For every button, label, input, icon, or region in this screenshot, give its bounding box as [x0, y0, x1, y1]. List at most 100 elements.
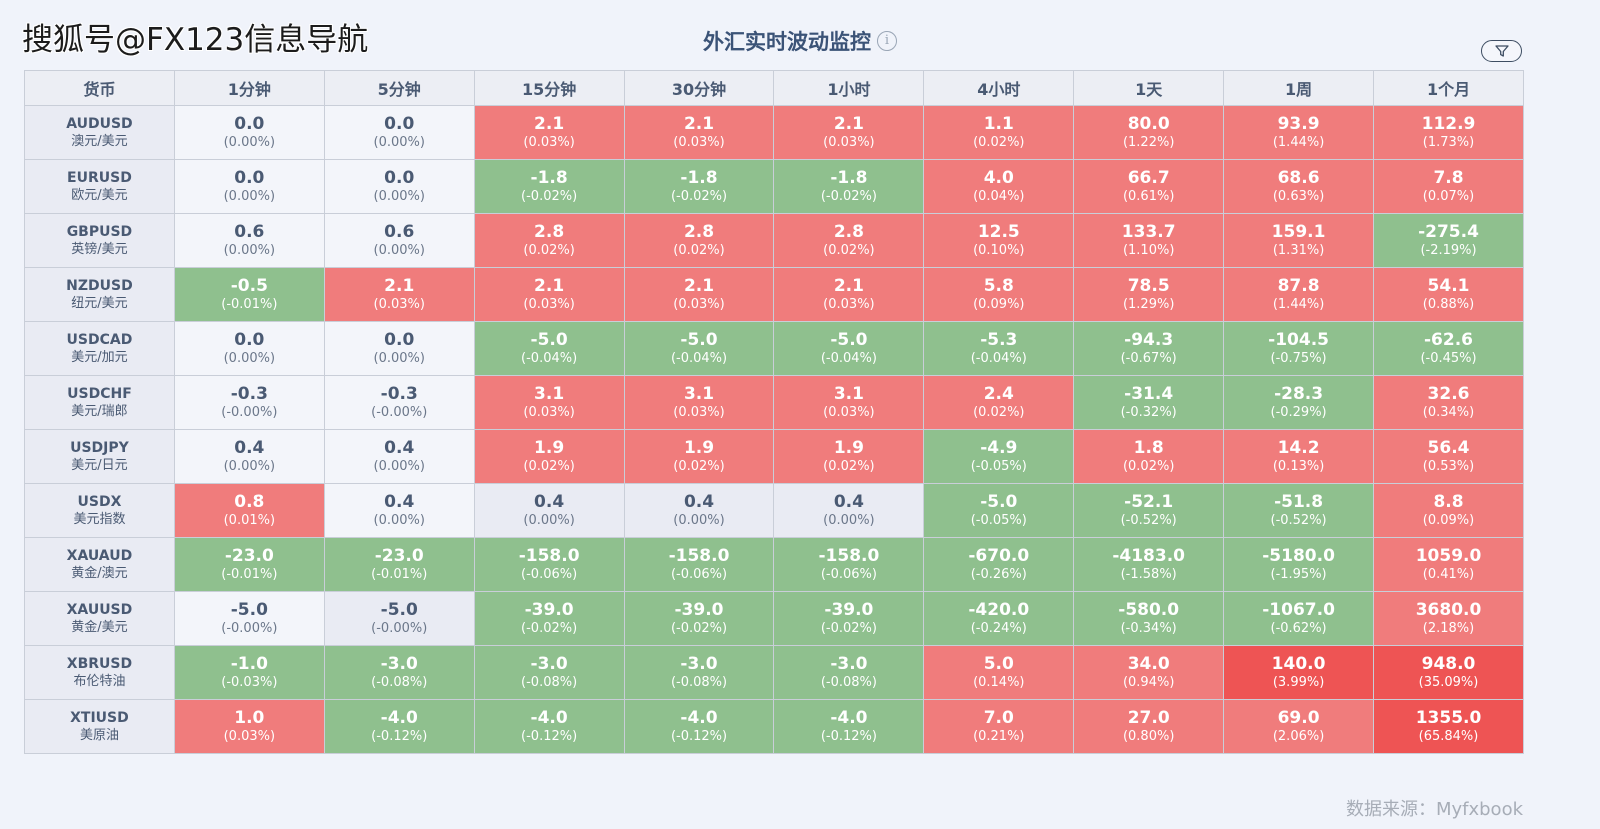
- header-currency[interactable]: 货币: [24, 70, 175, 106]
- percent-change-value: (-0.06%): [521, 566, 578, 582]
- pip-change-value: -62.6: [1424, 329, 1473, 350]
- percent-change-value: (0.03%): [823, 296, 875, 312]
- header-1hour[interactable]: 1小时: [773, 70, 925, 106]
- percent-change-value: (1.22%): [1122, 134, 1175, 150]
- header-1week[interactable]: 1周: [1223, 70, 1375, 106]
- page-title-wrap: 外汇实时波动监控 i: [0, 26, 1600, 56]
- volatility-cell: -158.0 (-0.06%): [623, 537, 775, 592]
- volatility-cell: 2.1 (0.03%): [773, 105, 925, 160]
- percent-change-value: (0.14%): [973, 674, 1025, 690]
- volatility-cell: -51.8 (-0.52%): [1223, 483, 1375, 538]
- volatility-cell: 159.1 (1.31%): [1223, 213, 1375, 268]
- header-1month[interactable]: 1个月: [1373, 70, 1524, 106]
- pip-change-value: -3.0: [380, 653, 418, 674]
- volatility-cell: -0.5 (-0.01%): [173, 267, 325, 322]
- pip-change-value: -3.0: [830, 653, 868, 674]
- percent-change-value: (0.80%): [1122, 728, 1175, 744]
- percent-change-value: (0.02%): [823, 242, 875, 258]
- volatility-cell: 69.0 (2.06%): [1223, 699, 1375, 754]
- pip-change-value: 2.1: [534, 113, 565, 134]
- pip-change-value: -4183.0: [1112, 545, 1186, 566]
- volatility-cell: -28.3 (-0.29%): [1223, 375, 1375, 430]
- volatility-cell: -1.8 (-0.02%): [623, 159, 775, 214]
- pip-change-value: 87.8: [1277, 275, 1320, 296]
- percent-change-value: (-0.32%): [1120, 404, 1177, 420]
- percent-change-value: (0.09%): [973, 296, 1025, 312]
- percent-change-value: (-0.52%): [1120, 512, 1177, 528]
- info-icon[interactable]: i: [877, 31, 897, 51]
- pip-change-value: -0.3: [230, 383, 268, 404]
- pip-change-value: -4.0: [530, 707, 568, 728]
- percent-change-value: (0.03%): [673, 296, 725, 312]
- currency-pair-cell: USDCAD 美元/加元: [24, 321, 175, 376]
- table-row: AUDUSD 澳元/美元 0.0 (0.00%) 0.0 (0.00%) 2.1 (0.03%…: [24, 105, 1524, 160]
- table-row: USDCAD 美元/加元 0.0 (0.00%) 0.0 (0.00%) -5.0 (-0.0…: [24, 321, 1524, 376]
- pip-change-value: 1059.0: [1415, 545, 1482, 566]
- header-30min[interactable]: 30分钟: [623, 70, 775, 106]
- pip-change-value: -158.0: [668, 545, 730, 566]
- table-row: GBPUSD 英镑/美元 0.6 (0.00%) 0.6 (0.00%) 2.8 (0.02%…: [24, 213, 1524, 268]
- pip-change-value: -39.0: [824, 599, 874, 620]
- currency-pair-cell: GBPUSD 英镑/美元: [24, 213, 175, 268]
- volatility-cell: -5.0 (-0.00%): [323, 591, 475, 646]
- pip-change-value: -580.0: [1118, 599, 1180, 620]
- header-5min[interactable]: 5分钟: [323, 70, 475, 106]
- percent-change-value: (0.02%): [523, 242, 575, 258]
- volatility-cell: 1.1 (0.02%): [923, 105, 1075, 160]
- percent-change-value: (-0.02%): [820, 188, 877, 204]
- volatility-cell: 27.0 (0.80%): [1073, 699, 1225, 754]
- percent-change-value: (0.94%): [1122, 674, 1175, 690]
- page-title: 外汇实时波动监控: [703, 30, 871, 54]
- percent-change-value: (-0.08%): [371, 674, 428, 690]
- header-15min[interactable]: 15分钟: [473, 70, 625, 106]
- pip-change-value: 78.5: [1127, 275, 1170, 296]
- table-row: EURUSD 欧元/美元 0.0 (0.00%) 0.0 (0.00%) -1.8 (-0.0…: [24, 159, 1524, 214]
- header-1min[interactable]: 1分钟: [173, 70, 325, 106]
- percent-change-value: (0.02%): [673, 242, 725, 258]
- volatility-cell: 0.0 (0.00%): [323, 159, 475, 214]
- percent-change-value: (-1.95%): [1270, 566, 1327, 582]
- volatility-cell: 4.0 (0.04%): [923, 159, 1075, 214]
- pair-name: 美元指数: [73, 511, 126, 527]
- volatility-cell: 0.4 (0.00%): [323, 429, 475, 484]
- filter-button[interactable]: [1481, 40, 1522, 62]
- volatility-cell: -1.8 (-0.02%): [473, 159, 625, 214]
- pip-change-value: 2.1: [384, 275, 415, 296]
- percent-change-value: (-0.01%): [221, 296, 278, 312]
- pip-change-value: 133.7: [1121, 221, 1176, 242]
- pair-code: NZDUSD: [66, 277, 133, 294]
- header-4hour[interactable]: 4小时: [923, 70, 1075, 106]
- volatility-cell: 2.4 (0.02%): [923, 375, 1075, 430]
- volatility-cell: -3.0 (-0.08%): [773, 645, 925, 700]
- volatility-cell: 948.0 (35.09%): [1373, 645, 1524, 700]
- watermark-text: 搜狐号@FX123信息导航: [22, 22, 369, 58]
- percent-change-value: (-0.04%): [521, 350, 578, 366]
- pip-change-value: -670.0: [968, 545, 1030, 566]
- percent-change-value: (-0.12%): [371, 728, 428, 744]
- pip-change-value: -5.3: [980, 329, 1018, 350]
- pip-change-value: 3680.0: [1415, 599, 1482, 620]
- percent-change-value: (-0.05%): [970, 458, 1027, 474]
- pip-change-value: 3.1: [534, 383, 565, 404]
- percent-change-value: (-0.01%): [371, 566, 428, 582]
- volatility-cell: 1.0 (0.03%): [173, 699, 325, 754]
- percent-change-value: (-2.19%): [1420, 242, 1477, 258]
- pair-code: GBPUSD: [66, 223, 133, 240]
- pip-change-value: -4.9: [980, 437, 1018, 458]
- pip-change-value: 140.0: [1271, 653, 1326, 674]
- volatility-cell: 0.4 (0.00%): [623, 483, 775, 538]
- volatility-cell: 0.8 (0.01%): [173, 483, 325, 538]
- percent-change-value: (-0.06%): [670, 566, 728, 582]
- volatility-cell: 66.7 (0.61%): [1073, 159, 1225, 214]
- volatility-cell: 5.8 (0.09%): [923, 267, 1075, 322]
- pair-name: 黄金/澳元: [71, 565, 128, 581]
- volatility-cell: 7.8 (0.07%): [1373, 159, 1524, 214]
- pip-change-value: 1.0: [234, 707, 265, 728]
- pip-change-value: 0.0: [234, 113, 265, 134]
- header-1day[interactable]: 1天: [1073, 70, 1225, 106]
- pair-code: XBRUSD: [66, 655, 133, 672]
- percent-change-value: (-0.34%): [1120, 620, 1177, 636]
- volatility-cell: 32.6 (0.34%): [1373, 375, 1524, 430]
- volatility-cell: -4.0 (-0.12%): [323, 699, 475, 754]
- volatility-cell: -4183.0 (-1.58%): [1073, 537, 1225, 592]
